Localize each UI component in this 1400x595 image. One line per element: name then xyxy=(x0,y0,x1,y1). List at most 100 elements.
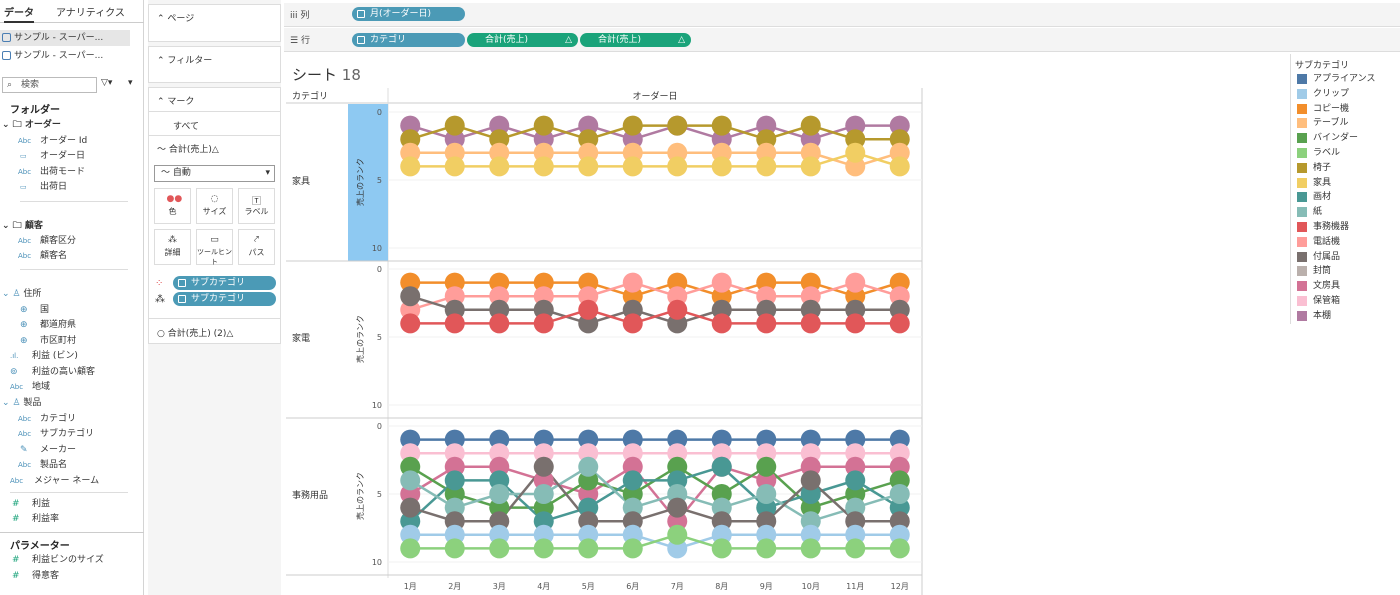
series-line xyxy=(410,151,901,168)
mark-type-select[interactable]: 〜 自動 ▾ xyxy=(154,165,275,182)
y-tick-label: 5 xyxy=(377,333,382,342)
tab-data[interactable]: データ xyxy=(4,5,34,23)
color-button[interactable]: ●● 色 xyxy=(154,188,191,224)
marks-all-tab[interactable]: すべて xyxy=(173,122,200,132)
delta-icon: △ xyxy=(678,35,685,45)
series-point xyxy=(711,538,732,559)
legend-swatch xyxy=(1297,310,1307,321)
field-measure-names[interactable]: Abc メジャー ネーム xyxy=(10,476,100,486)
legend-swatch xyxy=(1297,88,1307,99)
month-order-date-pill[interactable]: 月(オーダー日) xyxy=(352,7,465,21)
field-high-profit-customers[interactable]: ⊚ 利益の高い顧客 xyxy=(10,367,96,377)
datasource-item[interactable]: サンプル - スーパー... xyxy=(0,48,130,64)
color-legend: サブカテゴリ アプライアンス クリップ コピー機 テーブル バインダー ラベル 椅子 家具 画材… xyxy=(1290,54,1400,324)
series-point xyxy=(400,286,421,307)
series-point xyxy=(889,538,910,559)
filters-card[interactable]: ⌃ フィルター xyxy=(148,46,281,83)
series-point xyxy=(400,156,421,177)
folder-customer[interactable]: ⌄ 🗀 顧客 xyxy=(2,221,43,231)
sales-sum-pill-1[interactable]: 合計(売上) △ xyxy=(467,33,578,47)
folder-address[interactable]: ⌄ ♙ 住所 xyxy=(2,289,42,299)
pages-card[interactable]: ⌃ ページ xyxy=(148,4,281,42)
subcategory-color-pill[interactable]: サブカテゴリ xyxy=(173,276,276,290)
legend-swatch xyxy=(1297,177,1307,188)
series-point xyxy=(400,313,421,334)
line-mark-icon: 〜 xyxy=(157,145,169,155)
field-manufacturer[interactable]: ✎ メーカー xyxy=(20,445,77,455)
series-point xyxy=(622,538,643,559)
sales-sum-pill-2[interactable]: 合計(売上) △ xyxy=(580,33,691,47)
field-subcategory[interactable]: Abc サブカテゴリ xyxy=(18,429,95,439)
series-point xyxy=(667,115,688,136)
datasource-icon xyxy=(2,33,11,42)
field-profit-bin[interactable]: .ıl. 利益 (ビン) xyxy=(10,351,78,361)
marks-measure2-tab[interactable]: ○ 合計(売上) (2)△ xyxy=(157,329,234,339)
field-city[interactable]: ⊕ 市区町村 xyxy=(20,336,77,346)
folder-order[interactable]: ⌄ 🗀 オーダー xyxy=(2,120,61,130)
field-prefecture[interactable]: ⊕ 都道府県 xyxy=(20,320,77,330)
x-tick-label: 5月 xyxy=(582,582,595,591)
field-customer-name[interactable]: Abc 顧客名 xyxy=(18,251,68,261)
series-point xyxy=(800,538,821,559)
color-encoding-icon: ⁘ xyxy=(155,278,164,289)
param-profit-bin-size[interactable]: # 利益ビンのサイズ xyxy=(12,555,104,565)
series-point xyxy=(711,156,732,177)
marks-measure1-tab[interactable]: 〜 合計(売上)△ xyxy=(157,145,219,155)
field-ship-date[interactable]: ▭ 出荷日 xyxy=(20,182,68,192)
size-button[interactable]: ◌ サイズ xyxy=(196,188,233,224)
label-button[interactable]: 🅃 ラベル xyxy=(238,188,275,224)
series-point xyxy=(845,142,866,163)
field-category[interactable]: Abc カテゴリ xyxy=(18,414,77,424)
sheet-title: シート 18 xyxy=(292,66,361,84)
series-point xyxy=(489,313,510,334)
field-ship-mode[interactable]: Abc 出荷モード xyxy=(18,167,86,177)
field-order-id[interactable]: Abc オーダー Id xyxy=(18,136,88,146)
tooltip-button[interactable]: ▭ ツールヒント xyxy=(196,229,233,266)
legend-title: サブカテゴリ xyxy=(1295,61,1350,71)
x-tick-label: 10月 xyxy=(802,582,820,591)
field-product-name[interactable]: Abc 製品名 xyxy=(18,460,68,470)
category-pill[interactable]: カテゴリ xyxy=(352,33,465,47)
series-point xyxy=(444,538,465,559)
columns-label: iii 列 xyxy=(290,11,310,21)
rows-shelf[interactable]: ☰ 行 カテゴリ 合計(売上) △ 合計(売上) △ xyxy=(284,28,1400,52)
param-top-customers[interactable]: # 得意客 xyxy=(12,571,60,581)
viz-area: シート 18 カテゴリ オーダー日 家具 売上のランク 0 5 10 家電 売上のランク 0 5 10… xyxy=(286,54,1286,595)
detail-button[interactable]: ⁂ 詳細 xyxy=(154,229,191,265)
legend-swatch xyxy=(1297,296,1307,306)
filter-icon[interactable]: ▽▾ xyxy=(101,78,113,88)
search-input[interactable]: ⌕ 検索 xyxy=(2,77,97,93)
field-segment[interactable]: Abc 顧客区分 xyxy=(18,236,77,246)
filters-title: ⌃ フィルター xyxy=(157,56,213,66)
series-point xyxy=(622,156,643,177)
field-profit-ratio[interactable]: # 利益率 xyxy=(12,514,60,524)
columns-shelf[interactable]: iii 列 月(オーダー日) xyxy=(284,3,1400,27)
field-order-date[interactable]: ▭ オーダー日 xyxy=(20,151,86,161)
datasource-item[interactable]: サンプル - スーパー... xyxy=(0,30,130,46)
path-button[interactable]: ⤤ パス xyxy=(238,229,275,265)
series-point xyxy=(845,538,866,559)
legend-label: 画材 xyxy=(1313,192,1332,203)
menu-chevron-icon[interactable]: ▾ xyxy=(128,78,133,88)
folder-product[interactable]: ⌄ ♙ 製品 xyxy=(2,398,42,408)
shelf-pane: ⌃ ページ ⌃ フィルター ⌃ マーク すべて 〜 合計(売上)△ 〜 自動 ▾… xyxy=(148,0,281,595)
legend-label: 保管箱 xyxy=(1313,296,1341,306)
series-point xyxy=(400,470,421,491)
tab-analytics[interactable]: アナリティクス xyxy=(56,8,125,19)
x-tick-label: 8月 xyxy=(715,582,728,591)
series-point xyxy=(711,272,732,293)
x-tick-label: 11月 xyxy=(846,582,864,591)
field-profit[interactable]: # 利益 xyxy=(12,499,51,509)
label-icon: 🅃 xyxy=(251,197,261,207)
legend-label: 封筒 xyxy=(1313,266,1332,277)
datasource-label: サンプル - スーパー... xyxy=(14,51,104,61)
series-point xyxy=(756,484,777,504)
columns-icon: iii xyxy=(290,11,301,21)
legend-swatch xyxy=(1297,281,1307,292)
subcategory-detail-pill[interactable]: サブカテゴリ xyxy=(173,292,276,306)
field-country[interactable]: ⊕ 国 xyxy=(20,305,50,315)
series-point xyxy=(845,313,866,334)
axis-title: 売上のランク xyxy=(355,315,365,363)
field-region[interactable]: Abc 地域 xyxy=(10,382,51,392)
